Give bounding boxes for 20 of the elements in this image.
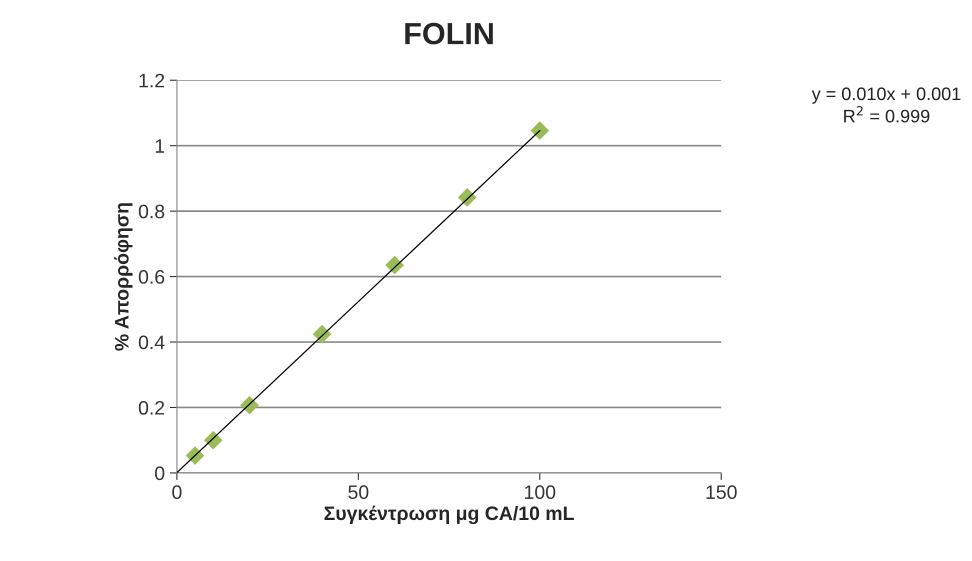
y-tick-label: 1.2 (140, 74, 164, 88)
text: y = 0.010x + 0.001 (812, 87, 960, 104)
point (312, 324, 332, 344)
x-axis-title: Συγκέντρωση μg CA/10 mL (324, 506, 574, 524)
y-tick-label: 0.2 (138, 400, 164, 415)
y-tick-label: 0.4 (138, 335, 165, 350)
x-tick-label: 50 (348, 485, 368, 500)
y-tick-label: 0 (155, 466, 164, 480)
point (385, 256, 404, 274)
y-axis-title: % Απορρόφηση (114, 203, 133, 351)
point (240, 396, 259, 414)
point (530, 121, 550, 140)
x-tick-label: 100 (525, 485, 556, 500)
y-tick-label: 1 (156, 139, 164, 153)
y-tick-label: 0.8 (138, 204, 164, 218)
y-tick-label: 0.6 (138, 270, 164, 284)
text: R$^{2}$ = 0.999 (844, 106, 930, 123)
x-tick-label: 150 (706, 485, 737, 500)
chart-title: FOLIN (405, 22, 493, 44)
x-tick-label: 0 (172, 485, 182, 500)
